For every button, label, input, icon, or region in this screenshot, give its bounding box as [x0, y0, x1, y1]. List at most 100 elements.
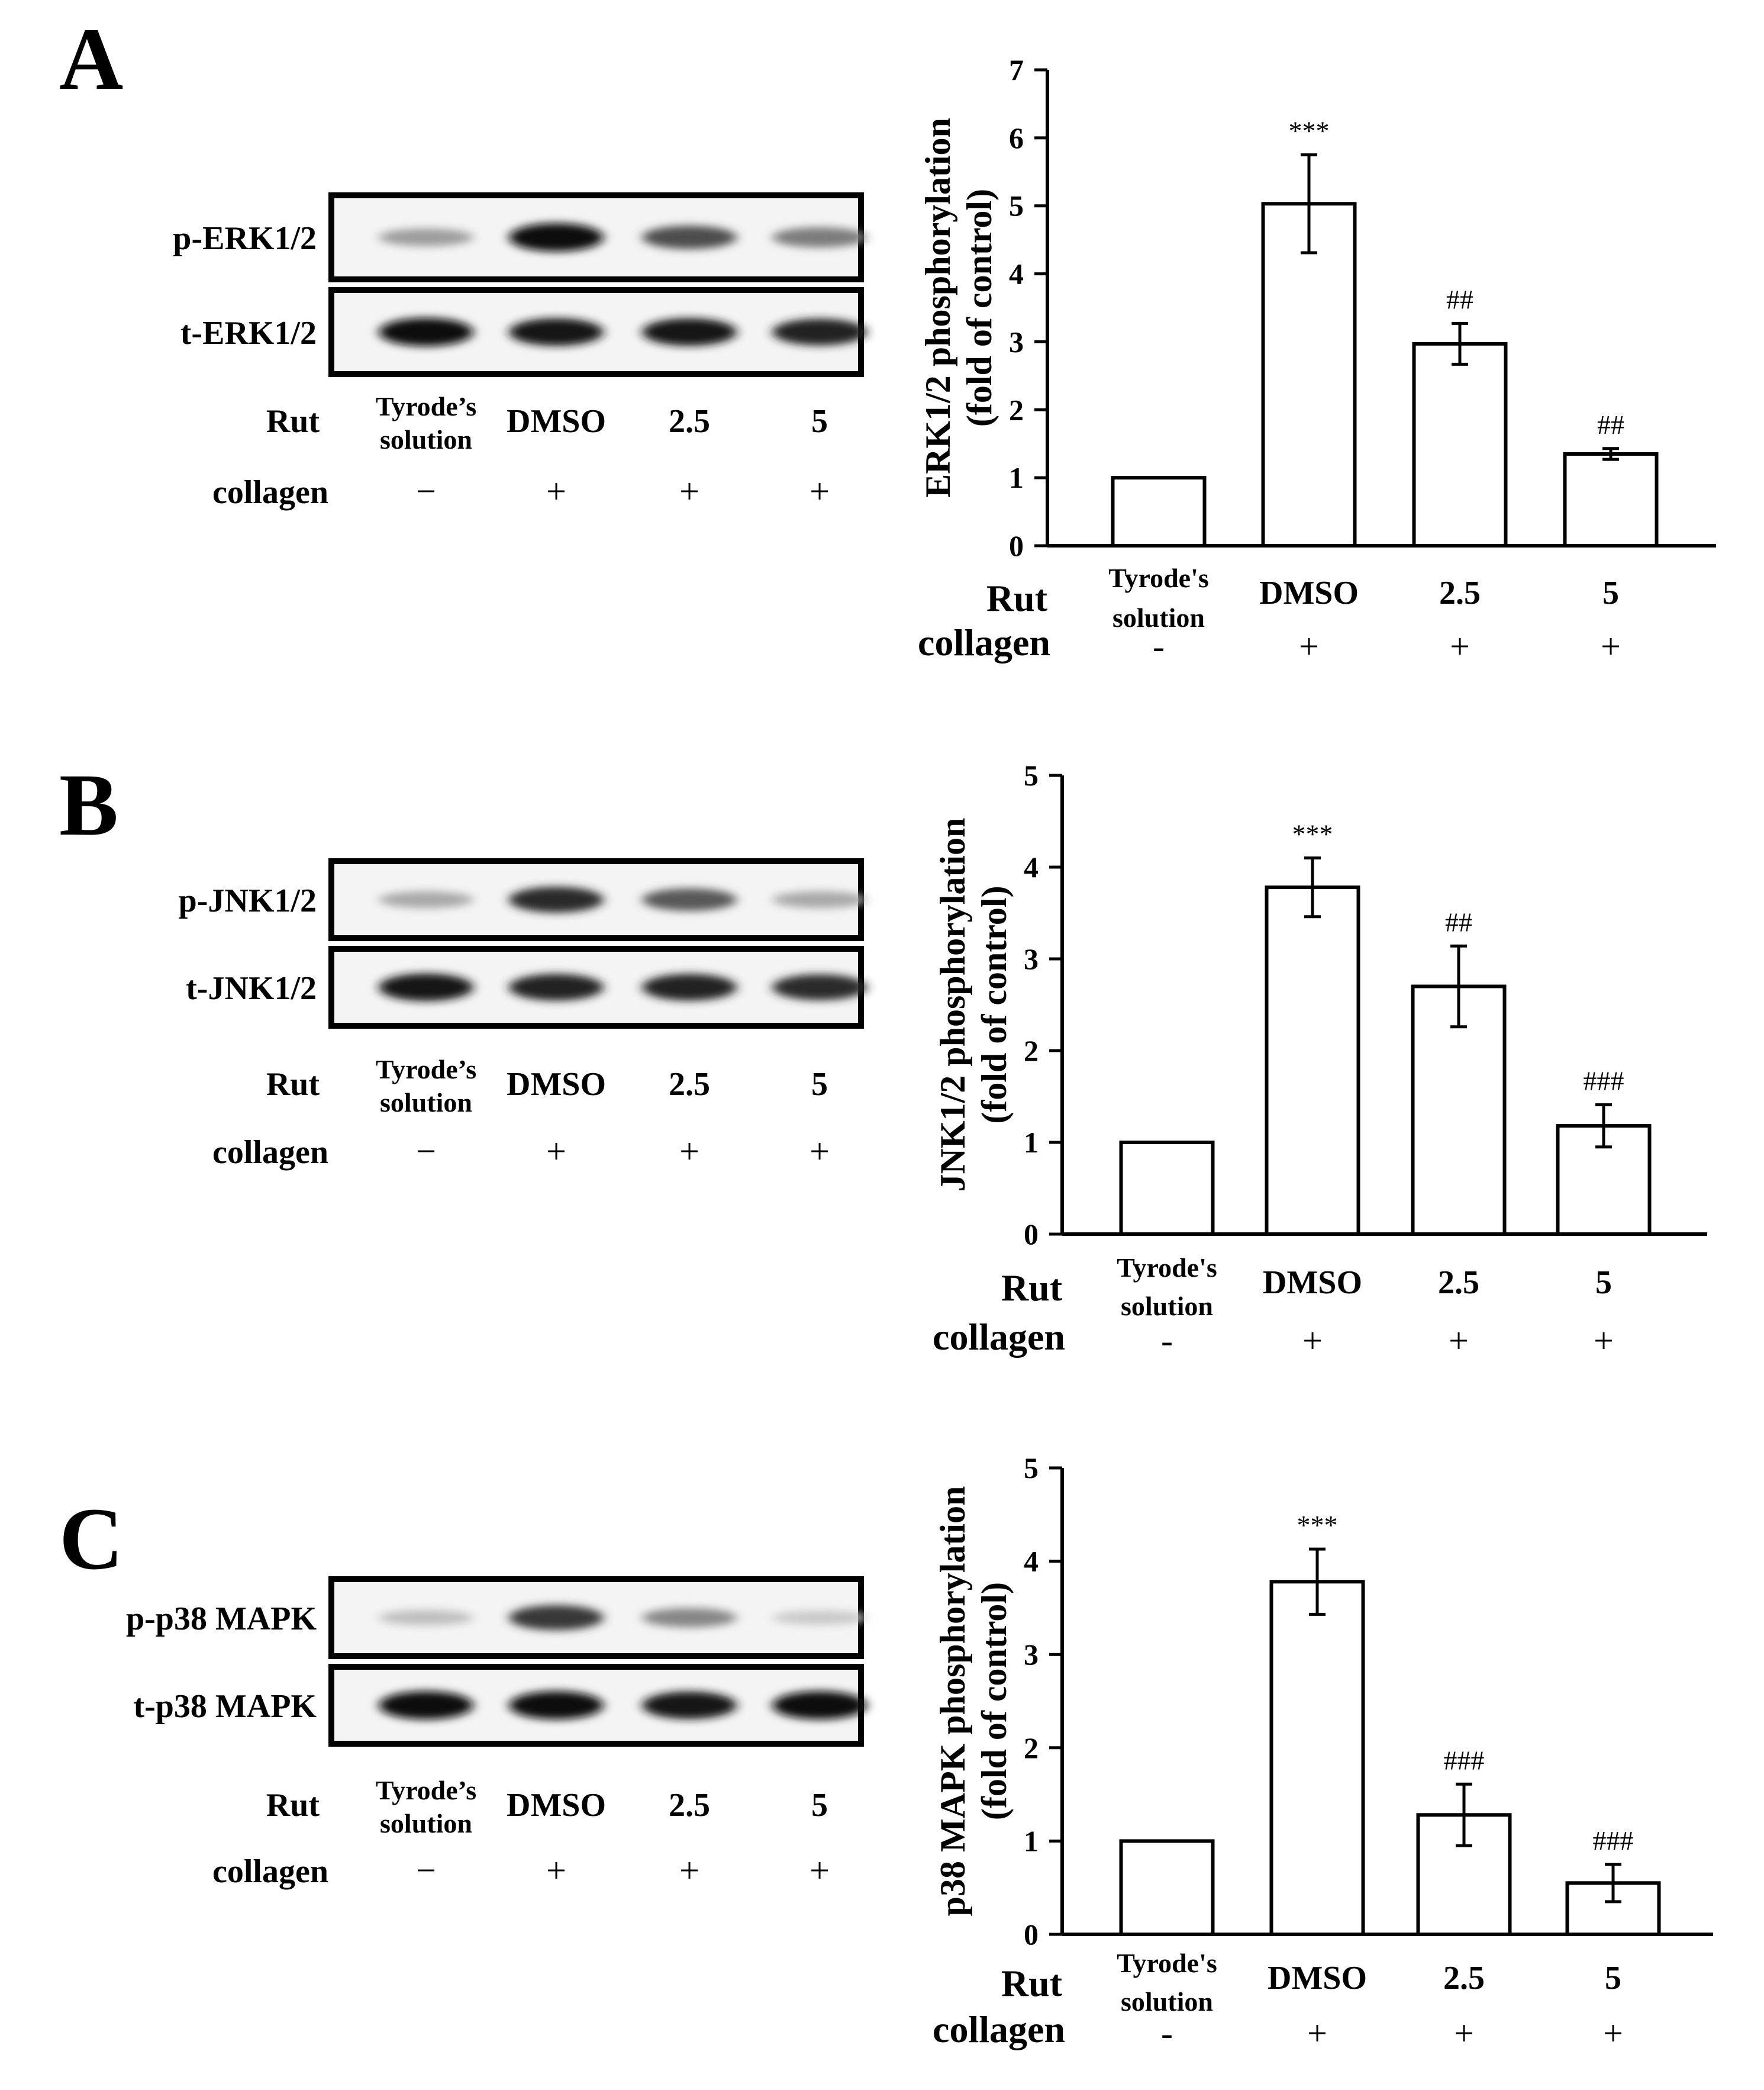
y-tick-label: 4 [1024, 1545, 1039, 1578]
y-axis-label-line1: p38 MAPK phosphorylation [933, 1486, 972, 1917]
lane-label: solution [380, 424, 472, 455]
category-label: 2.5 [1438, 1264, 1479, 1301]
panel-letter: B [59, 756, 118, 854]
y-tick-label: 5 [1024, 759, 1039, 792]
lane-label: 2.5 [669, 1787, 710, 1824]
significance-label: ## [1445, 907, 1472, 937]
collagen-sign: + [1302, 1321, 1323, 1360]
lane-label: 5 [811, 1066, 828, 1103]
bar-chart-3: 0 1 2 3 4 5 p38 MAPK phosphorylation (fold of c… [933, 1451, 1713, 2053]
total-blot [328, 1664, 867, 1747]
blot-row-label: p-p38 MAPK [126, 1600, 317, 1637]
y-axis-label: ERK1/2 phosphorylation (fold of control) [918, 118, 999, 498]
collagen-sign: + [1454, 2014, 1474, 2053]
category-label: 5 [1602, 575, 1619, 611]
lane-label: Tyrode’s [376, 1054, 476, 1084]
y-tick-label: 1 [1024, 1824, 1039, 1857]
y-tick-label: 4 [1009, 257, 1024, 291]
bar-chart-1: 0 1 2 3 4 5 6 7 ERK1/2 phosphorylation (fold of c… [918, 53, 1716, 666]
bar [1261, 202, 1357, 548]
y-tick-label: 5 [1024, 1451, 1039, 1484]
bar [1563, 452, 1659, 548]
band [772, 1691, 867, 1719]
chart-collagen-label: collagen [933, 2008, 1065, 2050]
category-label: 2.5 [1439, 575, 1481, 611]
significance-label: *** [1297, 1510, 1338, 1540]
band [772, 227, 867, 247]
band [509, 1691, 604, 1719]
band [509, 318, 604, 346]
lane-label: solution [380, 1808, 472, 1838]
panel-c: Cp-p38 MAPK t-p38 MAPK Rut collagen Tyrode’s… [59, 1490, 867, 1890]
collagen-sign: + [1601, 627, 1621, 666]
blot-row-label: t-p38 MAPK [133, 1688, 317, 1725]
y-axis-label-line2: (fold of control) [975, 1582, 1014, 1820]
total-blot [328, 287, 867, 377]
bar [1111, 476, 1207, 548]
chart-collagen-label: collagen [933, 1316, 1065, 1358]
collagen-sign: - [1161, 2014, 1173, 2053]
category-label: Tyrode's [1108, 563, 1209, 593]
bar [1119, 1141, 1215, 1236]
band [379, 228, 473, 246]
significance-label: ## [1446, 284, 1473, 314]
category-label: 5 [1595, 1264, 1612, 1301]
phospho-blot [328, 858, 867, 941]
bar [1119, 1839, 1215, 1936]
y-tick-label: 0 [1024, 1218, 1039, 1251]
lane-label: 5 [811, 403, 828, 440]
lane-collagen-sign: + [546, 1132, 566, 1171]
collagen-sign: + [1307, 2014, 1327, 2053]
collagen-sign: + [1603, 2014, 1623, 2053]
band [642, 1691, 737, 1719]
category-label: solution [1121, 1291, 1213, 1321]
lane-label: 2.5 [669, 1066, 710, 1103]
blot-row-label: p-ERK1/2 [173, 220, 317, 257]
lane-collagen-sign: − [416, 1851, 436, 1890]
collagen-sign: - [1153, 627, 1165, 666]
band [379, 891, 473, 909]
collagen-sign: + [1449, 1321, 1469, 1360]
y-tick-label: 3 [1024, 1638, 1039, 1671]
lane-label: 2.5 [669, 403, 710, 440]
category-label: solution [1112, 603, 1205, 633]
y-tick-label: 1 [1024, 1126, 1039, 1159]
rut-label: Rut [266, 1787, 320, 1824]
collagen-label: collagen [212, 474, 328, 511]
y-axis-label: JNK1/2 phosphorylation (fold of control) [933, 818, 1014, 1192]
blot-row-label: p-JNK1/2 [179, 883, 317, 919]
y-tick-label: 0 [1024, 1918, 1039, 1951]
category-label: 5 [1605, 1960, 1621, 1996]
band [379, 1691, 473, 1719]
lane-collagen-sign: − [416, 1132, 436, 1171]
panel-letter: C [59, 1490, 123, 1588]
band [509, 887, 604, 913]
collagen-label: collagen [212, 1134, 328, 1171]
lane-label: Tyrode’s [376, 391, 476, 421]
lane-collagen-sign: + [679, 1851, 699, 1890]
chart-rut-label: Rut [1001, 1267, 1063, 1309]
lane-label: DMSO [507, 1066, 606, 1103]
lane-collagen-sign: + [546, 1851, 566, 1890]
y-axis-label-line1: JNK1/2 phosphorylation [933, 818, 972, 1192]
y-tick-label: 4 [1024, 851, 1039, 884]
y-tick-label: 6 [1009, 121, 1024, 154]
category-label: Tyrode's [1117, 1948, 1217, 1978]
category-label: Tyrode's [1117, 1252, 1217, 1283]
panel-b: Bp-JNK1/2 t-JNK1/2 Rut collagen Tyrode’ssolu… [59, 756, 867, 1171]
band [772, 974, 867, 1000]
lane-label: DMSO [507, 403, 606, 440]
band [642, 974, 737, 1001]
y-tick-label: 2 [1024, 1034, 1039, 1067]
lane-collagen-sign: − [416, 472, 436, 511]
significance-label: ### [1593, 1825, 1634, 1856]
category-label: solution [1121, 1986, 1213, 2017]
chart-rut-label: Rut [986, 577, 1048, 619]
lane-label: DMSO [507, 1787, 606, 1824]
lane-collagen-sign: + [679, 472, 699, 511]
band [642, 888, 737, 912]
y-tick-label: 7 [1009, 53, 1024, 86]
band [379, 318, 473, 346]
band [379, 973, 473, 1001]
